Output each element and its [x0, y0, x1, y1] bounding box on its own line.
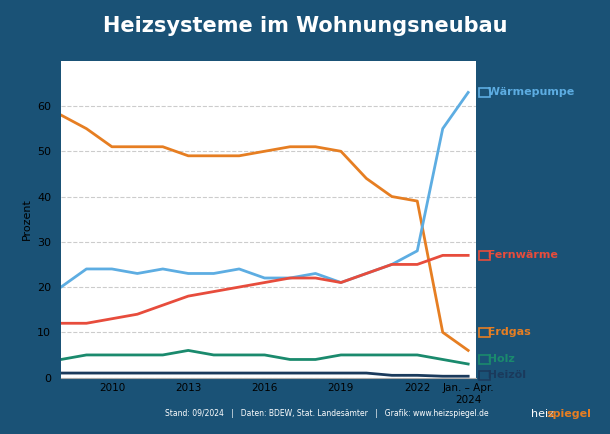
- Text: Fernwärme: Fernwärme: [480, 250, 558, 260]
- Text: spiegel: spiegel: [546, 409, 591, 419]
- Y-axis label: Prozent: Prozent: [21, 198, 32, 240]
- Text: Stand: 09/2024   |   Daten: BDEW, Stat. Landesämter   |   Grafik: www.heizspiege: Stand: 09/2024 | Daten: BDEW, Stat. Land…: [165, 409, 489, 418]
- Text: Heizöl: Heizöl: [480, 370, 526, 380]
- Text: heiz: heiz: [531, 409, 554, 419]
- Text: Holz: Holz: [480, 355, 515, 365]
- Text: Erdgas: Erdgas: [480, 327, 531, 337]
- Text: Heizsysteme im Wohnungsneubau: Heizsysteme im Wohnungsneubau: [102, 16, 508, 36]
- Text: Wärmepumpe: Wärmepumpe: [480, 87, 574, 98]
